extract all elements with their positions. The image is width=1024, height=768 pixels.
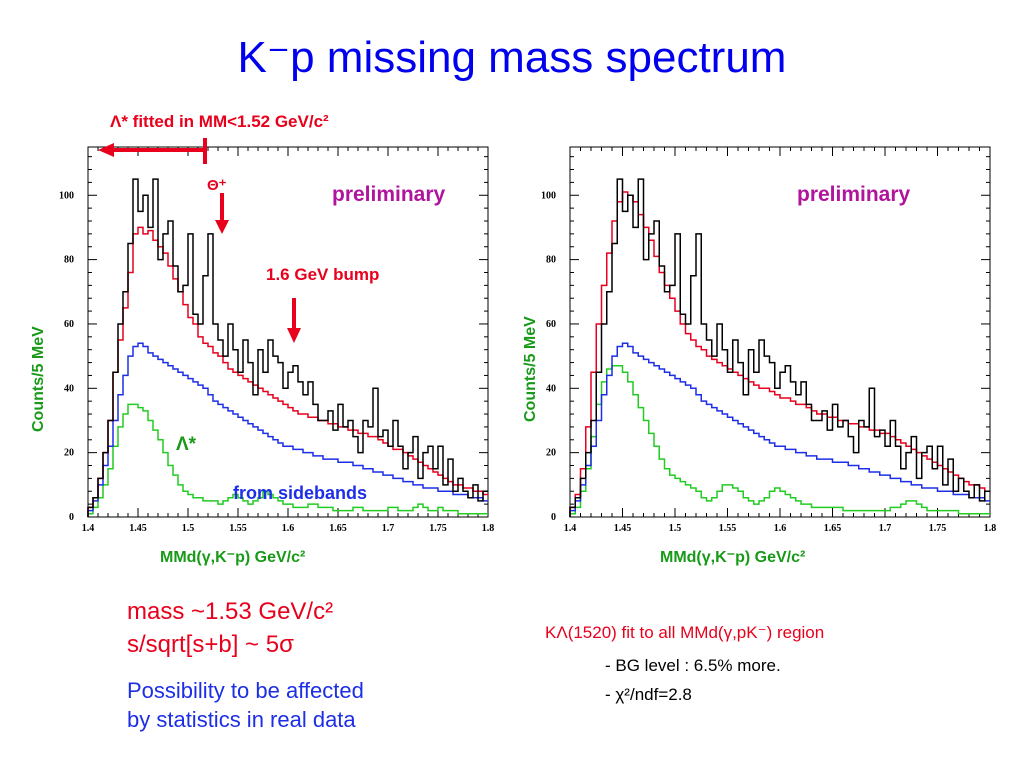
preliminary-label-right: preliminary — [797, 183, 911, 206]
plot-left: 1.4 1.45 1.5 1.55 1.6 1.65 1.7 1.75 1.8 0 20 40 60 80… — [59, 146, 495, 534]
lambda-fit-arrowhead — [98, 143, 114, 157]
theta-arrowhead — [215, 220, 229, 234]
lambda-star-label: Λ* — [176, 434, 197, 455]
histogram-sideband — [87, 342, 488, 517]
y-axis-label-right: Counts/5 MeV — [522, 316, 539, 422]
histogram-data — [87, 178, 488, 517]
x-tick-label: 1.45 — [129, 523, 147, 534]
mass-note: mass ~1.53 GeV/c² — [127, 598, 334, 625]
x-axis-label-left: MMd(γ,K⁻p) GeV/c² — [160, 549, 306, 566]
y-tick-label: 80 — [546, 255, 556, 266]
x-tick-label: 1.6 — [774, 523, 787, 534]
fit-note: KΛ(1520) fit to all MMd(γ,pK⁻) region — [545, 623, 825, 642]
preliminary-label-left: preliminary — [332, 183, 446, 206]
histogram-lambda — [87, 403, 488, 517]
x-tick-label: 1.6 — [282, 523, 295, 534]
x-tick-label: 1.55 — [719, 523, 737, 534]
x-tick-label: 1.5 — [182, 523, 195, 534]
histogram-fit — [569, 191, 990, 517]
histogram-data — [569, 178, 990, 517]
y-tick-label: 100 — [541, 190, 556, 201]
y-tick-label: 80 — [64, 255, 74, 266]
x-tick-label: 1.65 — [824, 523, 842, 534]
x-tick-label: 1.4 — [564, 523, 577, 534]
bump-arrowhead — [287, 328, 301, 343]
annotation-arrows — [98, 138, 301, 343]
histogram-lambda — [569, 365, 990, 517]
plot-right: 1.4 1.45 1.5 1.55 1.6 1.65 1.7 1.75 1.8 0 20 40 60 80… — [541, 146, 997, 534]
y-tick-label: 60 — [546, 319, 556, 330]
sidebands-label: from sidebands — [233, 483, 368, 503]
x-tick-label: 1.45 — [614, 523, 632, 534]
x-tick-label: 1.7 — [382, 523, 395, 534]
x-tick-label: 1.75 — [929, 523, 947, 534]
x-tick-label: 1.5 — [669, 523, 682, 534]
x-tick-label: 1.75 — [429, 523, 447, 534]
y-tick-label: 0 — [551, 512, 556, 523]
significance-note: s/sqrt[s+b] ~ 5σ — [127, 631, 294, 658]
chi2-note: - χ²/ndf=2.8 — [605, 685, 692, 704]
histogram-sideband — [569, 342, 990, 517]
possibility-note-1: Possibility to be affected — [127, 678, 364, 703]
lambda-fit-label: Λ* fitted in MM<1.52 GeV/c² — [110, 112, 329, 131]
x-tick-label: 1.8 — [482, 523, 495, 534]
y-tick-label: 60 — [64, 319, 74, 330]
possibility-note-2: by statistics in real data — [127, 707, 356, 732]
y-axis-label-left: Counts/5 MeV — [30, 326, 47, 432]
y-tick-label: 0 — [69, 512, 74, 523]
x-tick-label: 1.65 — [329, 523, 347, 534]
x-tick-label: 1.55 — [229, 523, 247, 534]
x-tick-label: 1.7 — [879, 523, 892, 534]
bg-level-note: - BG level : 6.5% more. — [605, 656, 781, 675]
y-tick-label: 20 — [64, 448, 74, 459]
y-tick-label: 40 — [64, 383, 74, 394]
x-tick-label: 1.4 — [82, 523, 95, 534]
page-title: K⁻p missing mass spectrum — [237, 33, 787, 82]
y-tick-label: 100 — [59, 190, 74, 201]
y-tick-label: 40 — [546, 383, 556, 394]
y-tick-label: 20 — [546, 448, 556, 459]
theta-label: Θ⁺ — [207, 177, 227, 194]
bump-label: 1.6 GeV bump — [266, 265, 380, 284]
x-axis-label-right: MMd(γ,K⁻p) GeV/c² — [660, 549, 806, 566]
x-tick-label: 1.8 — [984, 523, 997, 534]
